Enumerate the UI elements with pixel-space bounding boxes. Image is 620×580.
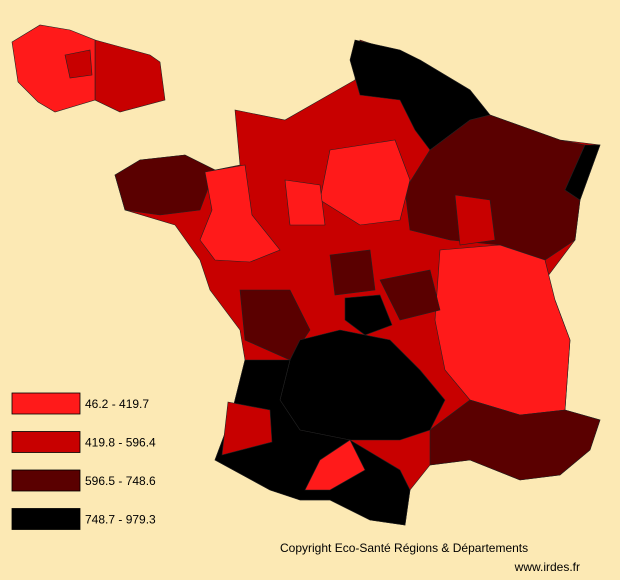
- region: [429, 399, 601, 481]
- region: [64, 49, 93, 79]
- legend-label: 596.5 - 748.6: [85, 474, 156, 488]
- region: [114, 154, 216, 216]
- legend: 46.2 - 419.7 419.8 - 596.4 596.5 - 748.6 74…: [11, 392, 156, 530]
- copyright: Copyright Eco-Santé Régions & Départemen…: [280, 541, 528, 555]
- region: [214, 359, 411, 526]
- url: www.irdes.fr: [514, 560, 580, 574]
- legend-label: 419.8 - 596.4: [85, 436, 156, 450]
- legend-swatch: [11, 469, 81, 492]
- legend-label: 46.2 - 419.7: [85, 397, 149, 411]
- region: [304, 439, 366, 491]
- region: [284, 179, 326, 226]
- region: [564, 144, 601, 201]
- legend-swatch: [11, 508, 81, 530]
- paris-inset: [11, 24, 166, 113]
- france: [114, 39, 601, 526]
- region: [11, 24, 96, 113]
- legend-swatch: [11, 431, 81, 453]
- region: [221, 401, 273, 456]
- region: [404, 114, 586, 261]
- region: [199, 164, 281, 263]
- legend-swatch: [11, 392, 81, 415]
- region: [344, 294, 393, 336]
- region: [94, 39, 166, 113]
- legend-label: 748.7 - 979.3: [85, 513, 156, 527]
- region: [329, 249, 376, 296]
- region: [379, 269, 441, 321]
- region: [454, 194, 496, 246]
